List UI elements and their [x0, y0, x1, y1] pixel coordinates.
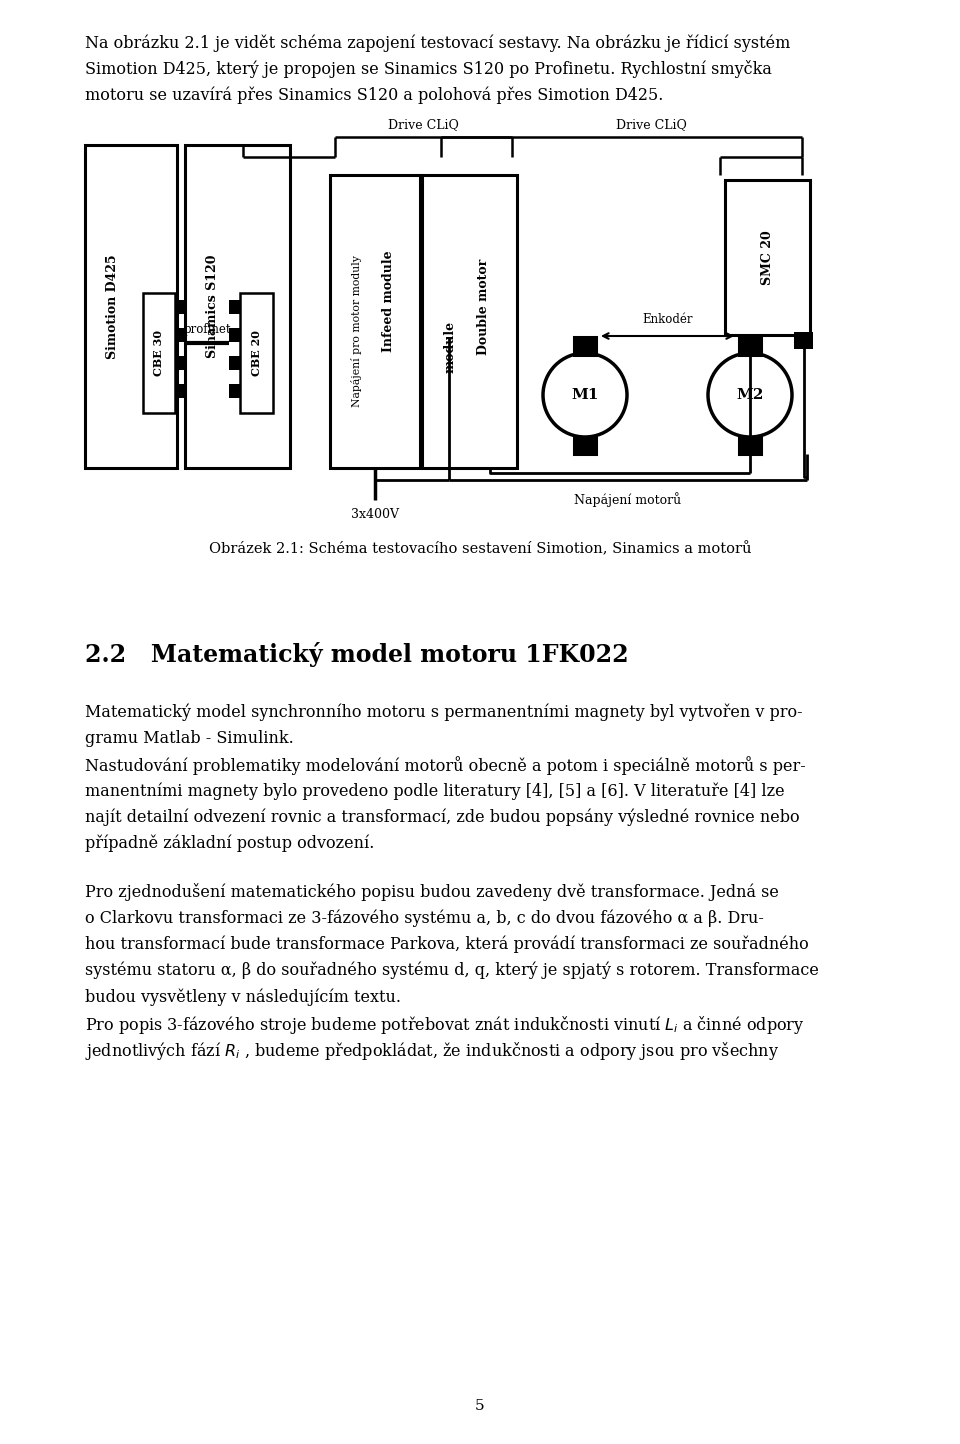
Text: budou vysvětleny v následujícím textu.: budou vysvětleny v následujícím textu. — [85, 988, 401, 1005]
Text: CBE 30: CBE 30 — [154, 331, 164, 375]
Bar — [739, 336, 761, 355]
Bar — [143, 293, 175, 413]
Text: Matematický model synchronního motoru s permanentními magnety byl vytvořen v pro: Matematický model synchronního motoru s … — [85, 705, 803, 722]
Bar — [574, 336, 596, 355]
Bar — [229, 357, 240, 370]
Text: 5: 5 — [475, 1399, 485, 1414]
Text: M2: M2 — [736, 388, 764, 401]
Text: Simotion D425: Simotion D425 — [107, 254, 119, 358]
Bar — [330, 175, 420, 468]
Text: Napájení motorů: Napájení motorů — [574, 492, 682, 507]
Bar — [574, 438, 596, 453]
Bar — [175, 300, 186, 313]
Bar — [229, 300, 240, 313]
Text: manentními magnety bylo provedeno podle literatury [4], [5] a [6]. V literatuře : manentními magnety bylo provedeno podle … — [85, 783, 784, 800]
Text: Na obrázku 2.1 je vidět schéma zapojení testovací sestavy. Na obrázku je řídicí : Na obrázku 2.1 je vidět schéma zapojení … — [85, 35, 790, 52]
Bar — [725, 180, 810, 335]
Bar — [240, 293, 273, 413]
Text: Enkodér: Enkodér — [642, 312, 693, 325]
Text: module: module — [444, 321, 457, 373]
Text: systému statoru α, β do souřadného systému d, q, který je spjatý s rotorem. Tran: systému statoru α, β do souřadného systé… — [85, 962, 819, 979]
Text: profinet: profinet — [183, 322, 231, 335]
Text: Pro zjednodušení matematického popisu budou zavedeny dvě transformace. Jedná se: Pro zjednodušení matematického popisu bu… — [85, 884, 779, 901]
Text: SMC 20: SMC 20 — [761, 230, 774, 284]
Bar — [422, 175, 517, 468]
Bar — [175, 357, 186, 370]
Text: najít detailní odvezení rovnic a transformací, zde budou popsány výsledné rovnic: najít detailní odvezení rovnic a transfo… — [85, 809, 800, 826]
Bar — [229, 384, 240, 399]
Text: Obrázek 2.1: Schéma testovacího sestavení Simotion, Sinamics a motorů: Obrázek 2.1: Schéma testovacího sestaven… — [208, 542, 752, 556]
Text: Sinamics S120: Sinamics S120 — [206, 254, 220, 358]
Text: 3x400V: 3x400V — [351, 508, 399, 521]
Text: Simotion D425, který je propojen se Sinamics S120 po Profinetu. Rychlostní smyčk: Simotion D425, který je propojen se Sina… — [85, 61, 772, 78]
Text: motoru se uzavírá přes Sinamics S120 a polohová přes Simotion D425.: motoru se uzavírá přes Sinamics S120 a p… — [85, 87, 663, 104]
Text: CBE 20: CBE 20 — [251, 331, 262, 375]
Bar — [185, 144, 290, 468]
Text: Drive CLiQ: Drive CLiQ — [388, 118, 459, 131]
Text: Double motor: Double motor — [477, 258, 491, 355]
Bar — [175, 384, 186, 399]
Text: Pro popis 3-fázového stroje budeme potřebovat znát indukčnosti vinutí $L_i$ a či: Pro popis 3-fázového stroje budeme potře… — [85, 1014, 804, 1037]
Bar — [175, 328, 186, 342]
Text: Napájení pro motor moduly: Napájení pro motor moduly — [351, 256, 363, 407]
Bar — [229, 328, 240, 342]
Text: případně základní postup odvození.: případně základní postup odvození. — [85, 835, 374, 852]
Text: Infeed module: Infeed module — [382, 251, 395, 352]
Circle shape — [708, 352, 792, 438]
Bar — [794, 332, 813, 349]
Text: Nastudování problematiky modelování motorů obecně a potom i speciálně motorů s p: Nastudování problematiky modelování moto… — [85, 757, 805, 775]
Text: 2.2   Matematický model motoru 1FK022: 2.2 Matematický model motoru 1FK022 — [85, 643, 629, 667]
Text: Drive CLiQ: Drive CLiQ — [616, 118, 687, 131]
Bar — [85, 144, 177, 468]
Text: gramu Matlab - Simulink.: gramu Matlab - Simulink. — [85, 731, 294, 747]
Bar — [739, 438, 761, 453]
Text: o Clarkovu transformaci ze 3-fázového systému a, b, c do dvou fázového α a β. Dr: o Clarkovu transformaci ze 3-fázového sy… — [85, 910, 764, 927]
Text: jednotlivých fází $R_i$ , budeme předpokládat, že indukčnosti a odpory jsou pro : jednotlivých fází $R_i$ , budeme předpok… — [85, 1040, 780, 1063]
Circle shape — [543, 352, 627, 438]
Text: M1: M1 — [571, 388, 599, 401]
Text: hou transformací bude transformace Parkova, která provádí transformaci ze souřad: hou transformací bude transformace Parko… — [85, 936, 808, 953]
